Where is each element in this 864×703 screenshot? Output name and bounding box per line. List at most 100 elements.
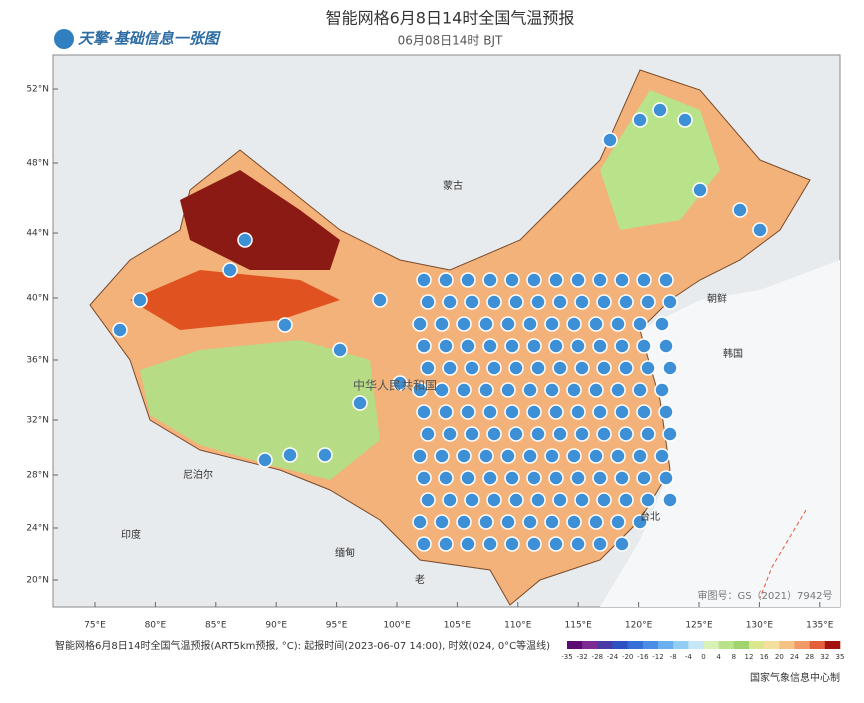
colorbar-label: 24 (790, 653, 799, 661)
lon-label: 85°E (205, 621, 227, 631)
station-icon (438, 272, 454, 288)
station-icon (752, 222, 768, 238)
station-icon (420, 426, 436, 442)
station-icon (566, 514, 582, 530)
station-icon (416, 470, 432, 486)
station-icon (526, 272, 542, 288)
station-icon (456, 514, 472, 530)
station-icon (632, 112, 648, 128)
station-icon (508, 360, 524, 376)
station-icon (610, 448, 626, 464)
station-icon (416, 338, 432, 354)
lon-label: 120°E (625, 621, 653, 631)
colorbar-label: 28 (805, 653, 814, 661)
station-icon (522, 448, 538, 464)
place-label: 蒙古 (443, 179, 463, 192)
lat-label: 32°N (26, 416, 49, 426)
station-icon (662, 492, 678, 508)
lon-label: 125°E (685, 621, 713, 631)
colorbar-label: -24 (607, 653, 619, 661)
station-icon (636, 272, 652, 288)
station-icon (282, 447, 298, 463)
plateau-cool (140, 340, 380, 480)
station-icon (420, 360, 436, 376)
station-icon (544, 448, 560, 464)
station-icon (596, 294, 612, 310)
station-icon (602, 132, 618, 148)
lon-label: 80°E (145, 621, 167, 631)
station-icon (508, 492, 524, 508)
colorbar-swatch (809, 641, 826, 649)
colorbar-label: -35 (561, 653, 572, 661)
station-icon (614, 272, 630, 288)
stations (112, 102, 768, 552)
colorbar-label: 4 (716, 653, 721, 661)
station-icon (500, 514, 516, 530)
colorbar-label: 0 (701, 653, 705, 661)
lat-label: 48°N (26, 159, 49, 169)
station-icon (442, 294, 458, 310)
station-icon (592, 470, 608, 486)
place-label: 尼泊尔 (183, 468, 213, 481)
station-icon (504, 338, 520, 354)
colorbar-swatch (733, 641, 750, 649)
station-icon (662, 294, 678, 310)
place-label: 中华人民共和国 (353, 378, 437, 393)
station-icon (257, 452, 273, 468)
station-icon (596, 426, 612, 442)
station-icon (618, 426, 634, 442)
station-icon (662, 360, 678, 376)
station-icon (570, 404, 586, 420)
station-icon (552, 360, 568, 376)
station-icon (500, 382, 516, 398)
station-icon (438, 536, 454, 552)
station-icon (504, 272, 520, 288)
station-icon (277, 317, 293, 333)
station-icon (662, 426, 678, 442)
place-label: 朝鲜 (707, 292, 727, 305)
station-icon (552, 294, 568, 310)
station-icon (412, 316, 428, 332)
station-icon (588, 514, 604, 530)
station-icon (658, 470, 674, 486)
station-icon (112, 322, 128, 338)
station-icon (548, 536, 564, 552)
station-icon (482, 536, 498, 552)
station-icon (237, 232, 253, 248)
station-icon (486, 360, 502, 376)
colorbar-label: 12 (745, 653, 754, 661)
station-icon (526, 338, 542, 354)
station-icon (636, 404, 652, 420)
lon-label: 130°E (746, 621, 774, 631)
station-icon (592, 404, 608, 420)
station-icon (632, 382, 648, 398)
lat-label: 52°N (26, 85, 49, 95)
station-icon (522, 514, 538, 530)
station-icon (460, 470, 476, 486)
colorbar-swatch (597, 641, 613, 649)
station-icon (522, 316, 538, 332)
station-icon (618, 294, 634, 310)
lon-label: 95°E (326, 621, 348, 631)
legend-caption: 智能网格6月8日14时全国气温预报(ART5km预报, °C): 起报时间(20… (55, 639, 550, 652)
place-label: 台北 (640, 510, 660, 523)
place-label: 缅甸 (335, 546, 355, 559)
station-icon (530, 426, 546, 442)
station-icon (610, 514, 626, 530)
place-label: 老 (415, 573, 425, 586)
station-icon (434, 316, 450, 332)
station-icon (596, 492, 612, 508)
lat-label: 20°N (26, 576, 49, 586)
station-icon (658, 272, 674, 288)
station-icon (632, 316, 648, 332)
station-icon (412, 448, 428, 464)
colorbar-label: -32 (576, 653, 587, 661)
station-icon (478, 316, 494, 332)
colorbar-swatch (567, 641, 583, 649)
logo-icon (54, 29, 74, 49)
colorbar-swatch (824, 641, 841, 649)
station-icon (372, 292, 388, 308)
station-icon (352, 395, 368, 411)
station-icon (632, 514, 648, 530)
